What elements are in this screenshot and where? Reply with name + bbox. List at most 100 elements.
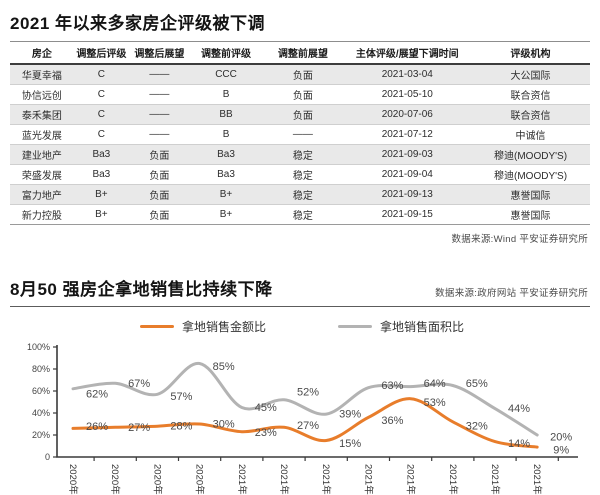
table-cell: 负面 (128, 164, 190, 185)
chart-section: 8月50 强房企拿地销售比持续下降 数据来源:政府网站 平安证券研究所 拿地销售… (0, 275, 600, 495)
table-cell: Ba3 (189, 164, 263, 185)
data-label: 20% (550, 432, 572, 444)
table-cell: C (73, 64, 129, 85)
x-axis-label: 2021年3月 (320, 464, 332, 495)
data-label: 63% (381, 380, 403, 392)
data-label: 23% (255, 427, 277, 439)
table-cell: 惠誉国际 (471, 184, 590, 205)
y-tick-label: 60% (32, 386, 50, 396)
data-label: 65% (466, 378, 488, 390)
table-cell: 2021-09-04 (343, 164, 472, 185)
line-area-ratio (71, 362, 539, 437)
table-row: 建业地产 Ba3 负面 Ba3 稳定 2021-09-03 穆迪(MOODY'S) (10, 144, 590, 165)
data-label: 39% (339, 409, 361, 421)
table-source: 数据来源:Wind 平安证券研究所 (451, 234, 588, 245)
data-label: 85% (213, 361, 235, 373)
y-tick-label: 0 (45, 452, 50, 462)
column-header: 调整前展望 (262, 41, 344, 65)
x-axis-label: 2021年2月 (278, 464, 290, 495)
legend-item-amount-ratio: 拿地销售金额比 (140, 318, 266, 335)
data-label: 53% (424, 397, 446, 409)
x-axis-label: 2021年4月 (362, 464, 374, 495)
data-label: 28% (170, 421, 192, 433)
table-cell: B+ (73, 184, 129, 205)
data-label: 57% (170, 391, 192, 403)
table-cell: 联合资信 (471, 104, 590, 125)
table-cell: 2021-09-03 (343, 144, 472, 165)
table-cell: —— (128, 64, 190, 85)
column-header: 调整后评级 (73, 41, 129, 65)
table-cell: 负面 (149, 211, 170, 222)
x-axis-label: 2020年10月 (109, 464, 121, 495)
table-cell: —— (128, 104, 190, 125)
legend-label: 拿地销售金额比 (182, 320, 267, 334)
table-cell: 大公国际 (471, 64, 590, 85)
table-row: 华夏幸福 C —— CCC 负面 2021-03-04 大公国际 (10, 64, 590, 85)
chart-header: 8月50 强房企拿地销售比持续下降 数据来源:政府网站 平安证券研究所 (10, 275, 590, 300)
header-row: 房企 调整后评级 调整后展望 调整前评级 调整前展望 主体评级/展望下调时间 评级机构 (10, 41, 590, 65)
table-cell: 负面 (262, 64, 344, 85)
table-cell: Ba3 (189, 144, 263, 165)
rating-table-section: 2021 年以来多家房企评级被下调 房企 调整后评级 调整后展望 调整前评级 调整前展望… (0, 9, 600, 245)
table-cell: 穆迪(MOODY'S) (471, 144, 590, 165)
table-row: 荣盛发展 Ba3 负面 Ba3 稳定 2021-09-04 穆迪(MOODY'S) (10, 164, 590, 185)
data-label: 62% (86, 388, 108, 400)
column-header: 评级机构 (471, 41, 590, 65)
chart-legend: 拿地销售金额比 拿地销售面积比 (140, 318, 600, 335)
table-cell: C (73, 84, 129, 105)
table-cell: 2020-07-06 (343, 104, 472, 125)
table-cell: 稳定 (262, 184, 344, 205)
table-row: 协信远创 C —— B 负面 2021-05-10 联合资信 (10, 84, 590, 105)
y-tick-label: 80% (32, 364, 50, 374)
data-label: 36% (381, 415, 403, 427)
table-cell: 负面 (262, 84, 344, 105)
data-label: 26% (86, 421, 108, 433)
data-label: 67% (128, 378, 150, 390)
x-axis-label: 2021年5月 (405, 464, 417, 495)
data-label: 30% (213, 419, 235, 431)
table-cell: 泰禾集团 (10, 104, 74, 125)
legend-line-swatch-gray (338, 325, 373, 328)
data-label: 15% (339, 438, 361, 450)
chart-source: 数据来源:政府网站 平安证券研究所 (435, 288, 588, 299)
y-tick-label: 20% (32, 430, 50, 440)
data-label: 27% (297, 420, 319, 432)
table-row: 新力控股 B+ 负面 B+ 稳定 2021-09-15 惠誉国际 (10, 205, 590, 225)
y-tick-label: 40% (32, 408, 50, 418)
table-cell: 负面 (128, 144, 190, 165)
table-cell: 建业地产 (10, 144, 74, 165)
table-cell: 中诚信 (471, 124, 590, 145)
x-axis-label: 2020年9月 (67, 464, 79, 495)
y-tick-label: 100% (27, 342, 50, 352)
data-label: 14% (508, 438, 530, 450)
column-header: 调整前评级 (189, 41, 263, 65)
table-cell: 华夏幸福 (10, 64, 74, 85)
x-axis-label: 2021年1月 (236, 464, 248, 495)
column-header: 主体评级/展望下调时间 (343, 41, 472, 65)
section-divider (10, 306, 590, 307)
table-cell: Ba3 (73, 164, 129, 185)
data-label: 64% (424, 378, 446, 390)
table-cell: 稳定 (262, 144, 344, 165)
x-axis-label: 2021年7月 (489, 464, 501, 495)
table-cell: 2021-09-15 (381, 209, 433, 220)
table-cell: Ba3 (73, 144, 129, 165)
x-axis-label: 2021年8月 (531, 464, 543, 495)
table-cell: C (73, 124, 129, 145)
table-cell: 蓝光发展 (10, 124, 74, 145)
table-cell: C (73, 104, 129, 125)
table-row: 富力地产 B+ 负面 B+ 稳定 2021-09-13 惠誉国际 (10, 184, 590, 205)
table-cell: 2021-09-13 (343, 184, 472, 205)
table-cell: 2021-07-12 (343, 124, 472, 145)
table-row: 蓝光发展 C —— B —— 2021-07-12 中诚信 (10, 124, 590, 145)
data-label: 32% (466, 420, 488, 432)
chart-title: 8月50 强房企拿地销售比持续下降 (10, 280, 273, 299)
table-cell: 惠誉国际 (510, 211, 551, 222)
line-amount-ratio (71, 397, 539, 449)
data-label: 27% (128, 422, 150, 434)
table-cell: B+ (219, 209, 233, 220)
data-label: 44% (508, 403, 530, 415)
table-cell: 负面 (128, 184, 190, 205)
table-cell: 稳定 (262, 164, 344, 185)
